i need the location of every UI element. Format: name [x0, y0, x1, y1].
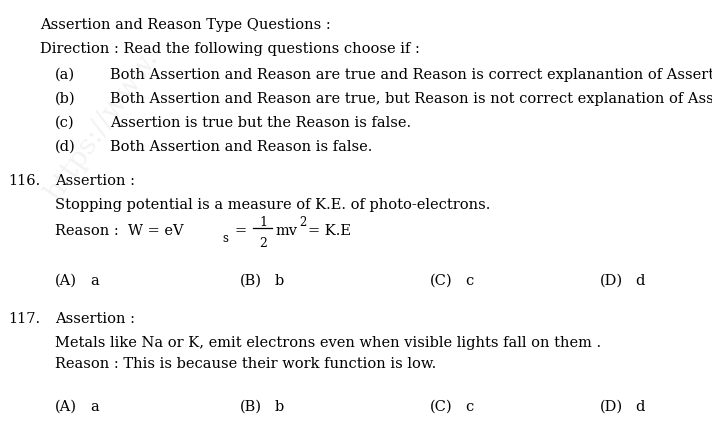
Text: a: a: [90, 400, 99, 414]
Text: (c): (c): [55, 116, 75, 130]
Text: Both Assertion and Reason are true, but Reason is not correct explanation of Ass: Both Assertion and Reason are true, but …: [110, 92, 712, 106]
Text: (a): (a): [55, 68, 75, 82]
Text: (B): (B): [240, 400, 262, 414]
Text: Both Assertion and Reason is false.: Both Assertion and Reason is false.: [110, 140, 372, 154]
Text: 2: 2: [299, 216, 306, 229]
Text: Reason : This is because their work function is low.: Reason : This is because their work func…: [55, 357, 436, 371]
Text: b: b: [275, 274, 284, 288]
Text: (C): (C): [430, 400, 453, 414]
Text: = K.E: = K.E: [308, 224, 351, 238]
Text: d: d: [635, 274, 644, 288]
Text: Both Assertion and Reason are true and Reason is correct explanantion of Asserti: Both Assertion and Reason are true and R…: [110, 68, 712, 82]
Text: Metals like Na or K, emit electrons even when visible lights fall on them .: Metals like Na or K, emit electrons even…: [55, 336, 601, 350]
Text: (C): (C): [430, 274, 453, 288]
Text: Stopping potential is a measure of K.E. of photo-electrons.: Stopping potential is a measure of K.E. …: [55, 198, 491, 212]
Text: Assertion and Reason Type Questions :: Assertion and Reason Type Questions :: [40, 18, 331, 32]
Text: 116.: 116.: [8, 174, 41, 188]
Text: s: s: [222, 232, 228, 245]
Text: d: d: [635, 400, 644, 414]
Text: Direction : Read the following questions choose if :: Direction : Read the following questions…: [40, 42, 420, 56]
Text: Assertion :: Assertion :: [55, 174, 135, 188]
Text: (B): (B): [240, 274, 262, 288]
Text: b: b: [275, 400, 284, 414]
Text: (D): (D): [600, 400, 623, 414]
Text: a: a: [90, 274, 99, 288]
Text: mv: mv: [276, 224, 298, 238]
Text: c: c: [465, 400, 473, 414]
Text: (D): (D): [600, 274, 623, 288]
Text: (b): (b): [55, 92, 75, 106]
Text: 117.: 117.: [8, 312, 40, 326]
Text: Assertion :: Assertion :: [55, 312, 135, 326]
Text: https://www.: https://www.: [40, 45, 164, 206]
Text: (d): (d): [55, 140, 75, 154]
Text: Reason :  W = eV: Reason : W = eV: [55, 224, 184, 238]
Text: 2: 2: [259, 237, 267, 250]
Text: =: =: [235, 224, 247, 238]
Text: Assertion is true but the Reason is false.: Assertion is true but the Reason is fals…: [110, 116, 411, 130]
Text: 1: 1: [259, 216, 267, 229]
Text: c: c: [465, 274, 473, 288]
Text: (A): (A): [55, 400, 77, 414]
Text: (A): (A): [55, 274, 77, 288]
